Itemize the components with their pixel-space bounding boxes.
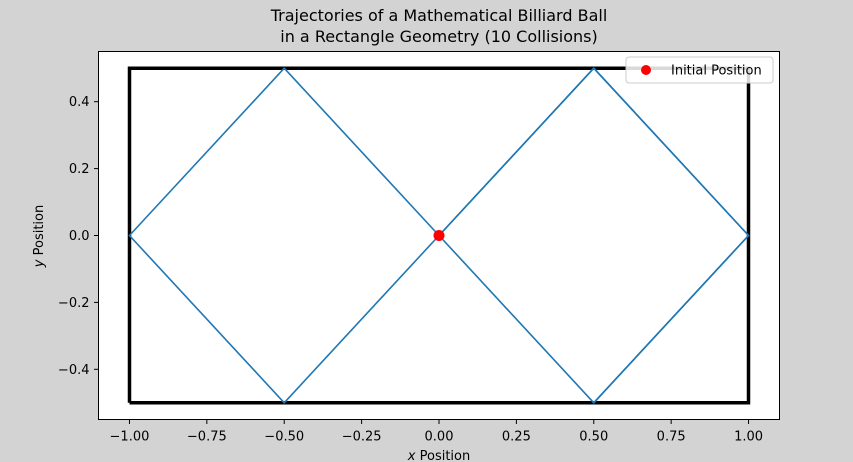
chart-title-line-1: Trajectories of a Mathematical Billiard … bbox=[270, 6, 608, 25]
x-tick-label: −1.00 bbox=[110, 430, 150, 445]
y-tick-label: −0.2 bbox=[58, 296, 90, 311]
trajectory-segment bbox=[438, 67, 595, 237]
chart-title-line-2: in a Rectangle Geometry (10 Collisions) bbox=[280, 27, 598, 46]
x-tick-label: 0.75 bbox=[657, 430, 686, 445]
x-tick-label: 0.00 bbox=[425, 430, 454, 445]
x-tick-label: 0.25 bbox=[502, 430, 531, 445]
x-tick-label: −0.25 bbox=[342, 430, 382, 445]
trajectory-segment bbox=[592, 234, 750, 404]
x-tick-label: −0.50 bbox=[264, 430, 304, 445]
x-tick-label: −0.75 bbox=[187, 430, 227, 445]
x-tick-label: 0.50 bbox=[579, 430, 608, 445]
y-tick-label: 0.4 bbox=[69, 95, 90, 110]
legend-box bbox=[625, 56, 774, 84]
legend-marker-initial-position bbox=[641, 65, 651, 75]
y-tick-label: −0.4 bbox=[58, 363, 90, 378]
trajectory-segment bbox=[128, 234, 286, 404]
y-tick-label: 0.2 bbox=[69, 162, 90, 177]
trajectory-segment bbox=[283, 67, 440, 237]
x-tick-label: 1.00 bbox=[734, 430, 763, 445]
trajectory-segment bbox=[438, 234, 595, 404]
x-axis-label: x Position bbox=[407, 449, 470, 462]
legend-label-initial-position: Initial Position bbox=[671, 64, 762, 79]
trajectory-segment bbox=[592, 67, 750, 237]
legend: Initial Position bbox=[625, 56, 774, 84]
trajectory-segment bbox=[283, 234, 440, 404]
y-tick-label: 0.0 bbox=[69, 229, 90, 244]
initial-position-point bbox=[433, 230, 445, 241]
y-axis-label: y Position bbox=[32, 205, 47, 268]
trajectory-segment bbox=[128, 67, 286, 237]
